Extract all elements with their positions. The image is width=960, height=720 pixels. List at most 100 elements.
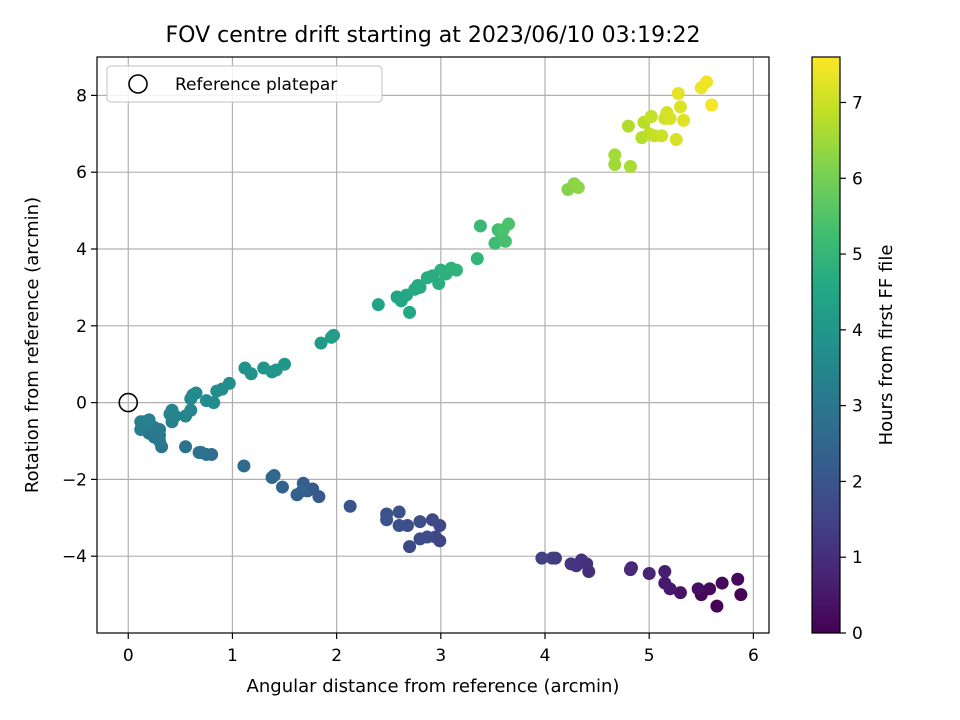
chart-title: FOV centre drift starting at 2023/06/10 … [166, 23, 701, 48]
plot-area [96, 56, 770, 634]
data-point [265, 470, 279, 484]
data-point [673, 586, 687, 600]
data-point [473, 219, 487, 233]
data-point [403, 305, 417, 319]
data-point [535, 551, 549, 565]
colorbar-tick-label: 3 [852, 397, 863, 417]
grid-lines [97, 57, 769, 633]
data-point [324, 330, 338, 344]
x-tick-label: 3 [435, 646, 446, 666]
data-point [658, 576, 672, 590]
data-points [134, 75, 748, 613]
data-point [677, 113, 691, 127]
colorbar-tick-label: 5 [852, 245, 863, 265]
y-tick-label: 8 [76, 86, 87, 106]
data-point [189, 386, 203, 400]
data-point [392, 505, 406, 519]
colorbar-tick-label: 6 [852, 169, 863, 189]
reference-platepar-marker [118, 392, 139, 413]
data-point [278, 357, 292, 371]
colorbar-tick-label: 2 [852, 472, 863, 492]
y-tick-label: −2 [62, 470, 87, 490]
data-point [621, 119, 635, 133]
x-tick-label: 0 [123, 646, 134, 666]
colorbar-tick-label: 1 [852, 548, 863, 568]
data-point [244, 367, 258, 381]
data-point [571, 181, 585, 195]
data-point [671, 86, 685, 100]
data-point [222, 376, 236, 390]
data-point [699, 75, 713, 89]
data-point [710, 599, 724, 613]
data-point [488, 236, 502, 250]
data-point [644, 110, 658, 124]
data-point [498, 234, 512, 248]
data-point [731, 572, 745, 586]
data-point [134, 415, 148, 429]
data-point [425, 513, 439, 527]
colorbar-ticks: 0 1 2 3 4 5 6 7 [840, 93, 863, 644]
data-point [502, 217, 516, 231]
colorbar-label: Hours from first FF file [876, 245, 897, 446]
y-tick-label: 0 [76, 394, 87, 414]
data-point [314, 336, 328, 350]
data-point [545, 551, 559, 565]
data-point [432, 277, 446, 291]
data-point [392, 518, 406, 532]
data-point [691, 582, 705, 596]
colorbar: 0 1 2 3 4 5 6 7 Hours from first FF file [811, 56, 897, 644]
data-point [669, 133, 683, 147]
x-tick-label: 2 [331, 646, 342, 666]
data-point [403, 540, 417, 554]
data-point [608, 158, 622, 172]
y-tick-label: −4 [62, 547, 87, 567]
data-point [623, 563, 637, 577]
x-tick-label: 5 [644, 646, 655, 666]
legend-marker-icon [128, 74, 148, 94]
y-tick-label: 2 [76, 317, 87, 337]
data-point [413, 280, 427, 294]
data-point [380, 507, 394, 521]
legend-entry-reference: Reference platepar [175, 75, 337, 95]
data-point [663, 111, 677, 125]
plot-frame [96, 56, 770, 634]
data-point [642, 566, 656, 580]
data-point [343, 499, 357, 513]
legend: Reference platepar [106, 65, 383, 103]
colorbar-tick-label: 4 [852, 321, 863, 341]
data-point [275, 480, 289, 494]
data-point [163, 407, 177, 421]
data-point [420, 530, 434, 544]
x-axis-label: Angular distance from reference (arcmin) [247, 676, 620, 697]
data-point [564, 557, 578, 571]
data-point [470, 252, 484, 266]
data-point [715, 576, 729, 590]
data-point [371, 298, 385, 312]
colorbar-tick-label: 7 [852, 93, 863, 113]
data-point [658, 565, 672, 579]
colorbar-gradient [811, 56, 841, 634]
x-axis-ticks: 0 1 2 3 4 5 6 [123, 633, 759, 666]
data-point [413, 515, 427, 529]
data-point [237, 459, 251, 473]
data-point [623, 159, 637, 173]
x-tick-label: 6 [748, 646, 759, 666]
data-point [179, 440, 193, 454]
data-point [734, 588, 748, 602]
data-point [184, 403, 198, 417]
x-tick-label: 4 [540, 646, 551, 666]
data-point [673, 100, 687, 114]
data-point [207, 396, 221, 410]
y-axis-label: Rotation from reference (arcmin) [22, 197, 43, 493]
data-point [295, 484, 309, 498]
colorbar-tick-label: 0 [852, 624, 863, 644]
data-point [449, 263, 463, 277]
legend-box [106, 65, 383, 103]
data-point [608, 148, 622, 162]
y-axis-ticks: −4 −2 0 2 4 6 8 [62, 86, 97, 567]
data-point [655, 129, 669, 143]
data-point [703, 582, 717, 596]
data-point [192, 446, 206, 460]
y-tick-label: 4 [76, 240, 87, 260]
